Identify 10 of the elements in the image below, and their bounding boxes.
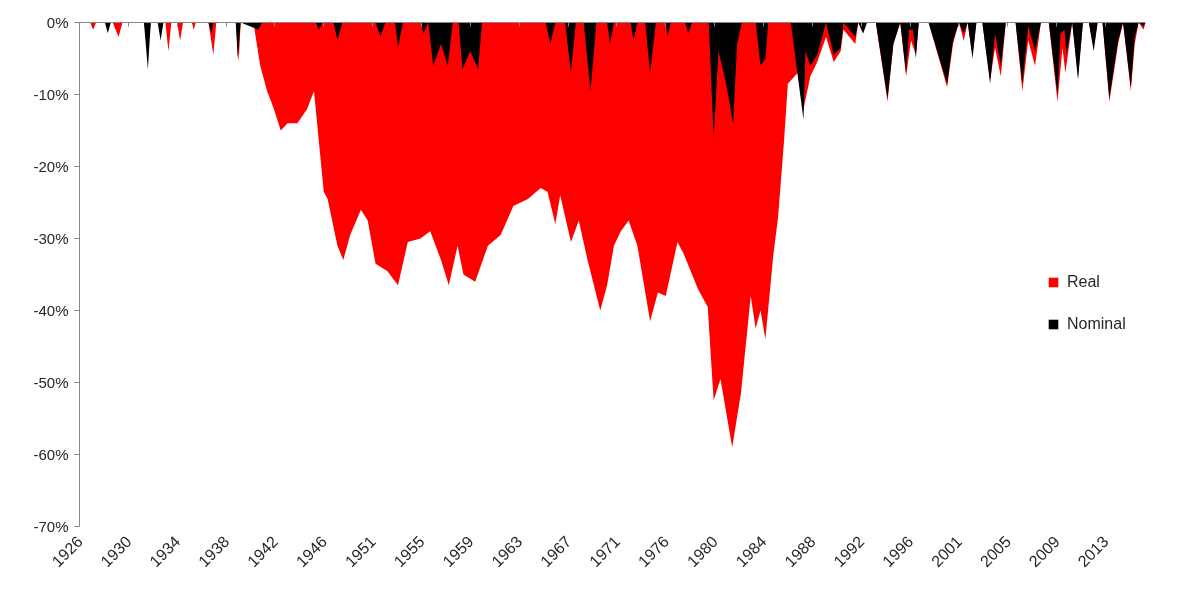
y-tick-label: -50% (33, 374, 69, 391)
y-tick-label: -40% (33, 302, 69, 319)
y-tick-label: 0% (46, 14, 69, 31)
legend-label: Real (1067, 273, 1100, 291)
y-tick-label: -60% (33, 446, 69, 463)
legend-label: Nominal (1067, 315, 1126, 333)
y-tick-label: -70% (33, 518, 69, 535)
y-tick-label: -30% (33, 230, 69, 247)
y-tick-label: -10% (33, 86, 69, 103)
y-tick-label: -20% (33, 158, 69, 175)
